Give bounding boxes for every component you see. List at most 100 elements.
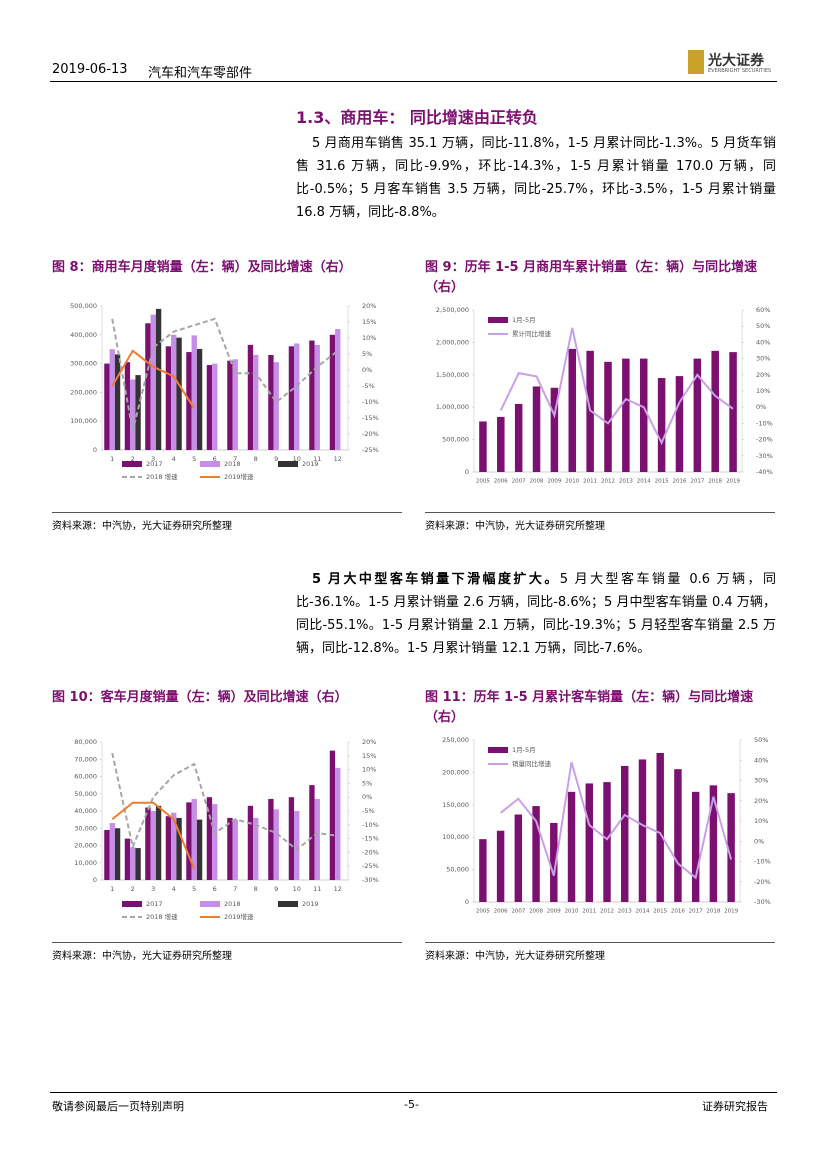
y2-tick-label: 20%	[362, 738, 376, 746]
bar	[109, 349, 115, 450]
legend-label: 2018 增速	[146, 472, 178, 481]
figure-title: 图 10：客车月度销量（左：辆）及同比增速（右）	[52, 690, 348, 705]
bar	[104, 829, 110, 880]
bar	[288, 346, 295, 450]
y2-tick-label: 50%	[754, 736, 768, 744]
x-tick-label: 2011	[583, 479, 597, 485]
x-tick-label: 7	[233, 455, 237, 463]
bar	[479, 421, 487, 472]
bar	[568, 348, 577, 472]
y2-tick-label: 0%	[754, 837, 764, 845]
y2-tick-label: -5%	[362, 807, 375, 815]
y2-tick-label: 0%	[756, 403, 766, 411]
y-tick-label: 1,000,000	[436, 403, 469, 411]
line	[111, 317, 339, 432]
y2-tick-label: 0%	[362, 793, 372, 801]
figure-source: 资料来源：中汽协，光大证券研究所整理	[52, 942, 402, 962]
x-tick-label: 2013	[618, 909, 632, 915]
bar	[727, 793, 735, 902]
x-tick-label: 2	[131, 885, 135, 893]
y2-tick-label: 60%	[756, 306, 770, 314]
x-tick-label: 11	[313, 455, 321, 463]
legend-swatch	[122, 461, 142, 467]
bar	[191, 798, 197, 880]
y2-tick-label: -10%	[362, 398, 379, 406]
brand: 光大证券	[708, 53, 764, 69]
bar	[294, 811, 300, 880]
paragraph: 5 月商用车销售 35.1 万辆，同比-11.8%，1-5 月累计同比-1.3%…	[296, 136, 776, 220]
bar	[604, 361, 612, 472]
x-tick-label: 6	[213, 885, 217, 893]
x-tick-label: 9	[274, 455, 278, 463]
bar	[232, 819, 238, 880]
x-tick-label: 5	[192, 455, 196, 463]
bar	[657, 378, 666, 472]
bar	[691, 791, 700, 902]
x-tick-label: 2008	[529, 909, 543, 915]
y2-tick-label: -25%	[362, 862, 379, 870]
bar	[622, 358, 630, 472]
brand-en: EVERBRIGHT SECURITIES	[708, 68, 772, 74]
bar	[497, 416, 505, 472]
header-date: 2019-06-13	[52, 62, 128, 77]
x-tick-label: 8	[254, 455, 258, 463]
bar	[114, 354, 121, 450]
bar	[155, 308, 162, 450]
bar	[479, 839, 487, 902]
bar	[273, 809, 279, 880]
x-tick-label: 8	[254, 885, 258, 893]
x-tick-label: 2017	[690, 479, 704, 485]
x-tick-label: 2014	[635, 909, 649, 915]
footer-rule	[50, 1092, 777, 1093]
bar	[114, 828, 121, 880]
y-tick-label: 10,000	[74, 859, 97, 867]
chart: 0 50,000 100,000 150,000 200,000 250,000 50% 40…	[442, 736, 771, 915]
line	[111, 801, 196, 870]
legend-swatch	[200, 461, 220, 467]
y-tick-label: 70,000	[74, 755, 97, 763]
x-tick-label: 2018	[706, 909, 720, 915]
x-tick-label: 2005	[476, 479, 490, 485]
x-tick-label: 2009	[547, 479, 561, 485]
bar	[314, 344, 320, 450]
bar	[550, 387, 559, 472]
x-tick-label: 5	[192, 885, 196, 893]
y2-tick-label: -5%	[362, 382, 375, 390]
bar	[104, 363, 110, 450]
bar	[709, 785, 718, 902]
bar	[212, 363, 218, 450]
legend-label: 2019增速	[224, 912, 254, 921]
y2-tick-label: -15%	[362, 414, 379, 422]
x-tick-label: 2016	[672, 479, 686, 485]
bar	[656, 752, 664, 902]
legend-label: 2018 增速	[146, 912, 178, 921]
x-tick-label: 2006	[494, 479, 508, 485]
y2-tick-label: 15%	[362, 318, 376, 326]
footer-page: -5-	[404, 1098, 419, 1111]
bar	[288, 797, 295, 880]
section-title: 1.3、商用车： 同比增速由正转负	[296, 108, 538, 127]
bar	[135, 848, 141, 880]
y-tick-label: 250,000	[442, 736, 469, 744]
legend-swatch	[200, 901, 220, 907]
y2-tick-label: -20%	[362, 430, 379, 438]
bar	[532, 386, 541, 472]
footer-left: 敬请参阅最后一页特别声明	[52, 1100, 184, 1113]
y-tick-label: 0	[465, 468, 469, 476]
legend-label: 2019	[302, 900, 319, 908]
legend-label: 累计同比增速	[512, 329, 552, 338]
x-tick-label: 2008	[530, 479, 544, 485]
y2-tick-label: 10%	[362, 766, 376, 774]
legend-label: 2018	[224, 460, 241, 468]
y2-tick-label: 10%	[362, 334, 376, 342]
y2-tick-label: -15%	[362, 835, 379, 843]
y2-tick-label: -10%	[362, 821, 379, 829]
y-tick-label: 40,000	[74, 807, 97, 815]
bar	[247, 805, 254, 880]
figure-title: 图 9：历年 1-5 月商用车累计销量（左：辆）与同比增速（右）	[425, 260, 758, 295]
legend-label: 2017	[146, 460, 163, 468]
x-tick-label: 3	[151, 885, 155, 893]
x-tick-label: 2019	[724, 909, 738, 915]
x-tick-label: 2013	[619, 479, 633, 485]
